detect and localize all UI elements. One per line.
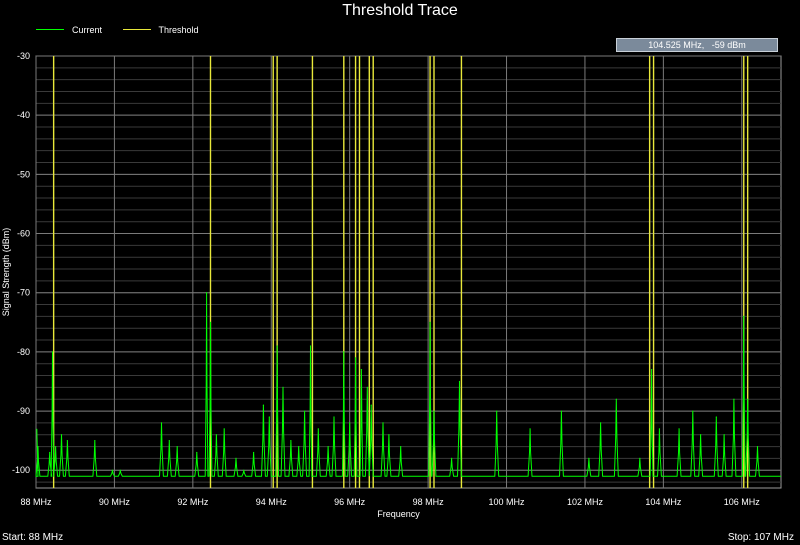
current-peak-point xyxy=(223,428,225,430)
x-tick-label: 98 MHz xyxy=(413,497,445,507)
current-peak-point xyxy=(370,404,372,406)
current-peak-point xyxy=(360,369,363,371)
current-peak-point xyxy=(209,321,212,323)
current-peak-point xyxy=(276,345,278,347)
cursor-readout: 104.525 MHz, -59 dBm xyxy=(616,38,778,52)
current-peak-point xyxy=(160,422,163,424)
y-tick-label: -60 xyxy=(17,229,30,239)
y-tick-label: -90 xyxy=(17,406,30,416)
current-peak-point xyxy=(205,292,208,294)
current-peak-point xyxy=(429,321,431,323)
current-peak-point xyxy=(111,469,114,471)
current-peak-point xyxy=(327,445,329,448)
current-peak-point xyxy=(215,434,217,436)
legend-label-threshold: Threshold xyxy=(158,24,199,35)
x-tick-label: 100 MHz xyxy=(489,497,526,507)
current-peak-point xyxy=(743,315,745,317)
x-tick-label: 90 MHz xyxy=(99,497,131,507)
current-peak-point xyxy=(176,445,178,448)
y-tick-label: -100 xyxy=(12,465,30,475)
current-peak-point xyxy=(168,440,170,442)
stop-frequency-label: Stop: 107 MHz xyxy=(727,532,794,543)
x-tick-label: 102 MHz xyxy=(567,497,604,507)
current-peak-point xyxy=(588,457,590,460)
y-tick-label: -50 xyxy=(17,169,30,179)
x-tick-label: 96 MHz xyxy=(334,497,366,507)
current-peak-point xyxy=(196,451,198,454)
current-peak-point xyxy=(747,398,749,400)
plot-area xyxy=(35,55,782,489)
current-peak-point xyxy=(333,416,335,418)
current-peak-point xyxy=(658,428,661,430)
y-tick-label: -40 xyxy=(17,110,30,120)
x-tick-label: 92 MHz xyxy=(177,497,209,507)
current-peak-point xyxy=(451,457,453,460)
current-peak-point xyxy=(639,457,641,460)
current-peak-point xyxy=(66,440,68,442)
x-tick-label: 104 MHz xyxy=(645,497,682,507)
current-peak-point xyxy=(354,357,357,359)
current-peak-point xyxy=(243,469,245,471)
current-peak-point xyxy=(615,398,617,400)
current-peak-point xyxy=(51,351,54,353)
current-peak-point xyxy=(317,428,319,430)
current-peak-point xyxy=(692,410,694,412)
current-trace xyxy=(35,292,781,477)
current-peak-point xyxy=(262,404,265,406)
current-peak-point xyxy=(458,380,461,383)
current-peak-point xyxy=(349,422,351,424)
current-peak-point xyxy=(600,422,602,424)
x-tick-label: 94 MHz xyxy=(256,497,288,507)
current-peak-point xyxy=(560,410,563,412)
current-peak-point xyxy=(382,422,384,424)
x-tick-label: 106 MHz xyxy=(724,497,761,507)
current-peak-point xyxy=(298,445,300,448)
legend-item-current: Current xyxy=(36,25,102,35)
x-tick-label: 88 MHz xyxy=(20,497,52,507)
current-peak-point xyxy=(723,434,725,436)
current-peak-point xyxy=(400,445,402,448)
current-peak-point xyxy=(700,434,702,436)
x-axis-label: Frequency xyxy=(377,509,420,519)
readout-frequency: 104.525 MHz, xyxy=(648,40,705,50)
current-peak-point xyxy=(290,440,292,442)
current-peak-point xyxy=(496,410,498,412)
current-peak-point xyxy=(651,369,653,371)
current-peak-point xyxy=(94,440,96,442)
legend-swatch-threshold xyxy=(122,29,151,30)
current-peak-point xyxy=(253,451,255,454)
current-peak-point xyxy=(49,451,51,454)
legend-label-current: Current xyxy=(72,24,103,35)
current-peak-point xyxy=(366,386,368,388)
current-peak-point xyxy=(303,410,306,412)
current-peak-point xyxy=(309,345,312,347)
current-peak-point xyxy=(37,445,39,448)
current-peak-point xyxy=(433,410,435,412)
legend-swatch-current xyxy=(36,29,64,30)
current-peak-point xyxy=(282,386,284,388)
current-peak-point xyxy=(235,457,237,460)
current-peak-point xyxy=(529,428,531,430)
current-peak-point xyxy=(343,351,345,353)
start-frequency-label: Start: 88 MHz xyxy=(2,532,64,543)
chart-title: Threshold Trace xyxy=(342,2,458,19)
current-peak-point xyxy=(678,428,680,430)
legend: Current Threshold xyxy=(36,22,217,35)
current-peak-point xyxy=(756,445,759,448)
current-peak-point xyxy=(268,416,270,418)
current-peak-point xyxy=(388,434,390,436)
y-tick-label: -30 xyxy=(17,51,30,61)
current-peak-point xyxy=(715,416,717,418)
current-peak-point xyxy=(733,398,735,400)
y-axis-label: Signal Strength (dBm) xyxy=(1,228,11,317)
current-peak-point xyxy=(119,469,121,471)
readout-level: -59 dBm xyxy=(711,40,746,50)
legend-item-threshold: Threshold xyxy=(122,24,199,35)
current-peak-point xyxy=(55,445,57,448)
y-tick-label: -70 xyxy=(17,288,30,298)
y-tick-label: -80 xyxy=(17,347,30,357)
current-peak-point xyxy=(60,434,63,436)
